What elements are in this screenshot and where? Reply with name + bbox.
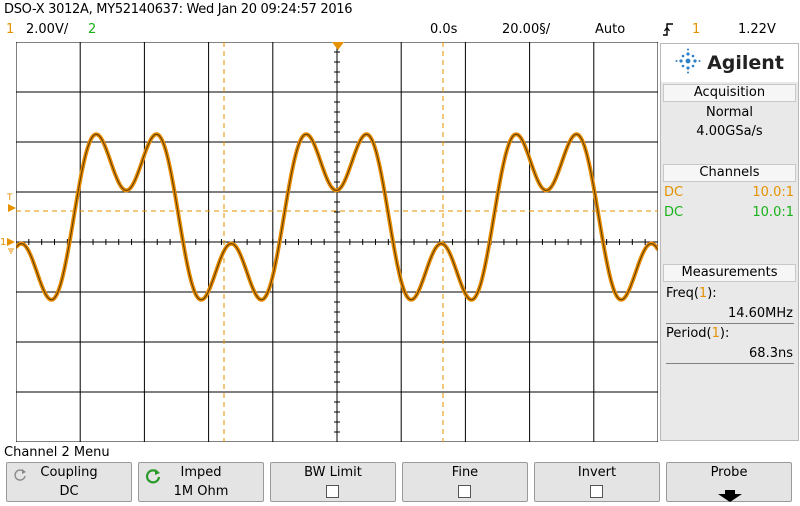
bw-limit-checkbox[interactable] [326, 485, 339, 498]
measurement-freq-paren-close: ): [707, 286, 717, 301]
agilent-logo-text: Agilent [707, 52, 784, 74]
trigger-source: 1 [692, 22, 701, 37]
trigger-position-marker[interactable] [332, 42, 344, 50]
fine-checkbox[interactable] [458, 485, 471, 498]
ch2-number: 2 [88, 22, 97, 37]
bw-limit-label: BW Limit [304, 465, 362, 480]
measurement-divider [666, 323, 794, 324]
waveform-display[interactable] [16, 42, 658, 442]
probe-label: Probe [710, 465, 748, 480]
bw-limit-softkey[interactable]: BW Limit [270, 462, 396, 502]
acquisition-section-title: Acquisition [663, 84, 796, 102]
probe-softkey[interactable]: Probe [666, 462, 792, 502]
impedance-value: 1M Ohm [173, 484, 229, 499]
trigger-level-marker[interactable]: T [6, 192, 17, 218]
channels-section-title: Channels [663, 164, 796, 182]
ch1-ground-marker[interactable]: 1 [0, 234, 16, 260]
coupling-softkey[interactable]: Coupling DC [6, 462, 132, 502]
measurement-period-value: 68.3ns [749, 346, 793, 361]
measurement-freq-label: Freq(1): [666, 286, 717, 301]
ch2-probe-ratio: 10.0:1 [752, 205, 794, 220]
invert-softkey[interactable]: Invert [534, 462, 660, 502]
menu-title: Channel 2 Menu [4, 445, 110, 460]
measurement-period-source: 1 [711, 326, 720, 341]
fine-label: Fine [451, 465, 479, 480]
trigger-mode: Auto [595, 22, 626, 37]
trigger-level: 1.22V [738, 22, 776, 37]
instrument-title: DSO-X 3012A, MY52140637: Wed Jan 20 09:2… [4, 2, 353, 17]
measurement-period-label: Period(1): [666, 326, 729, 341]
impedance-label: Imped [180, 465, 222, 480]
time-scale: 20.00§/ [502, 22, 551, 37]
agilent-logo: Agilent [661, 44, 798, 82]
measurement-divider [666, 363, 794, 364]
measurement-period-paren-open: ( [706, 326, 712, 341]
ch1-number: 1 [6, 22, 15, 37]
time-position: 0.0s [430, 22, 458, 37]
fine-softkey[interactable]: Fine [402, 462, 528, 502]
rising-edge-icon [662, 22, 674, 41]
rotate-selector-icon [13, 468, 27, 486]
impedance-softkey[interactable]: Imped 1M Ohm [138, 462, 264, 502]
measurement-freq-value: 14.60MHz [727, 306, 793, 321]
ch2-coupling: DC [664, 205, 684, 220]
info-panel: Agilent Acquisition Normal 4.00GSa/s Cha… [660, 43, 799, 441]
graticule-grid [16, 42, 658, 442]
measurement-freq-name: Freq [666, 286, 694, 301]
sample-rate: 4.00GSa/s [696, 124, 763, 139]
measurements-section-title: Measurements [663, 264, 796, 282]
svg-text:1: 1 [0, 237, 6, 248]
acquisition-mode: Normal [705, 105, 754, 120]
invert-label: Invert [577, 465, 617, 480]
measurement-freq-source: 1 [698, 286, 708, 301]
agilent-spark-icon [675, 48, 701, 78]
ch1-probe-ratio: 10.0:1 [752, 185, 794, 200]
green-cycle-icon [145, 468, 161, 488]
channel-1-trace-core [16, 133, 658, 301]
coupling-label: Coupling [40, 465, 98, 480]
invert-checkbox[interactable] [590, 485, 603, 498]
svg-text:T: T [7, 193, 13, 203]
measurement-freq-paren-open: ( [693, 286, 699, 301]
measurement-period-name: Period [666, 326, 707, 341]
coupling-value: DC [59, 484, 79, 499]
ch1-coupling: DC [664, 185, 684, 200]
down-arrow-icon [716, 487, 744, 506]
measurement-period-paren-close: ): [719, 326, 730, 341]
ch1-scale: 2.00V/ [26, 22, 69, 37]
